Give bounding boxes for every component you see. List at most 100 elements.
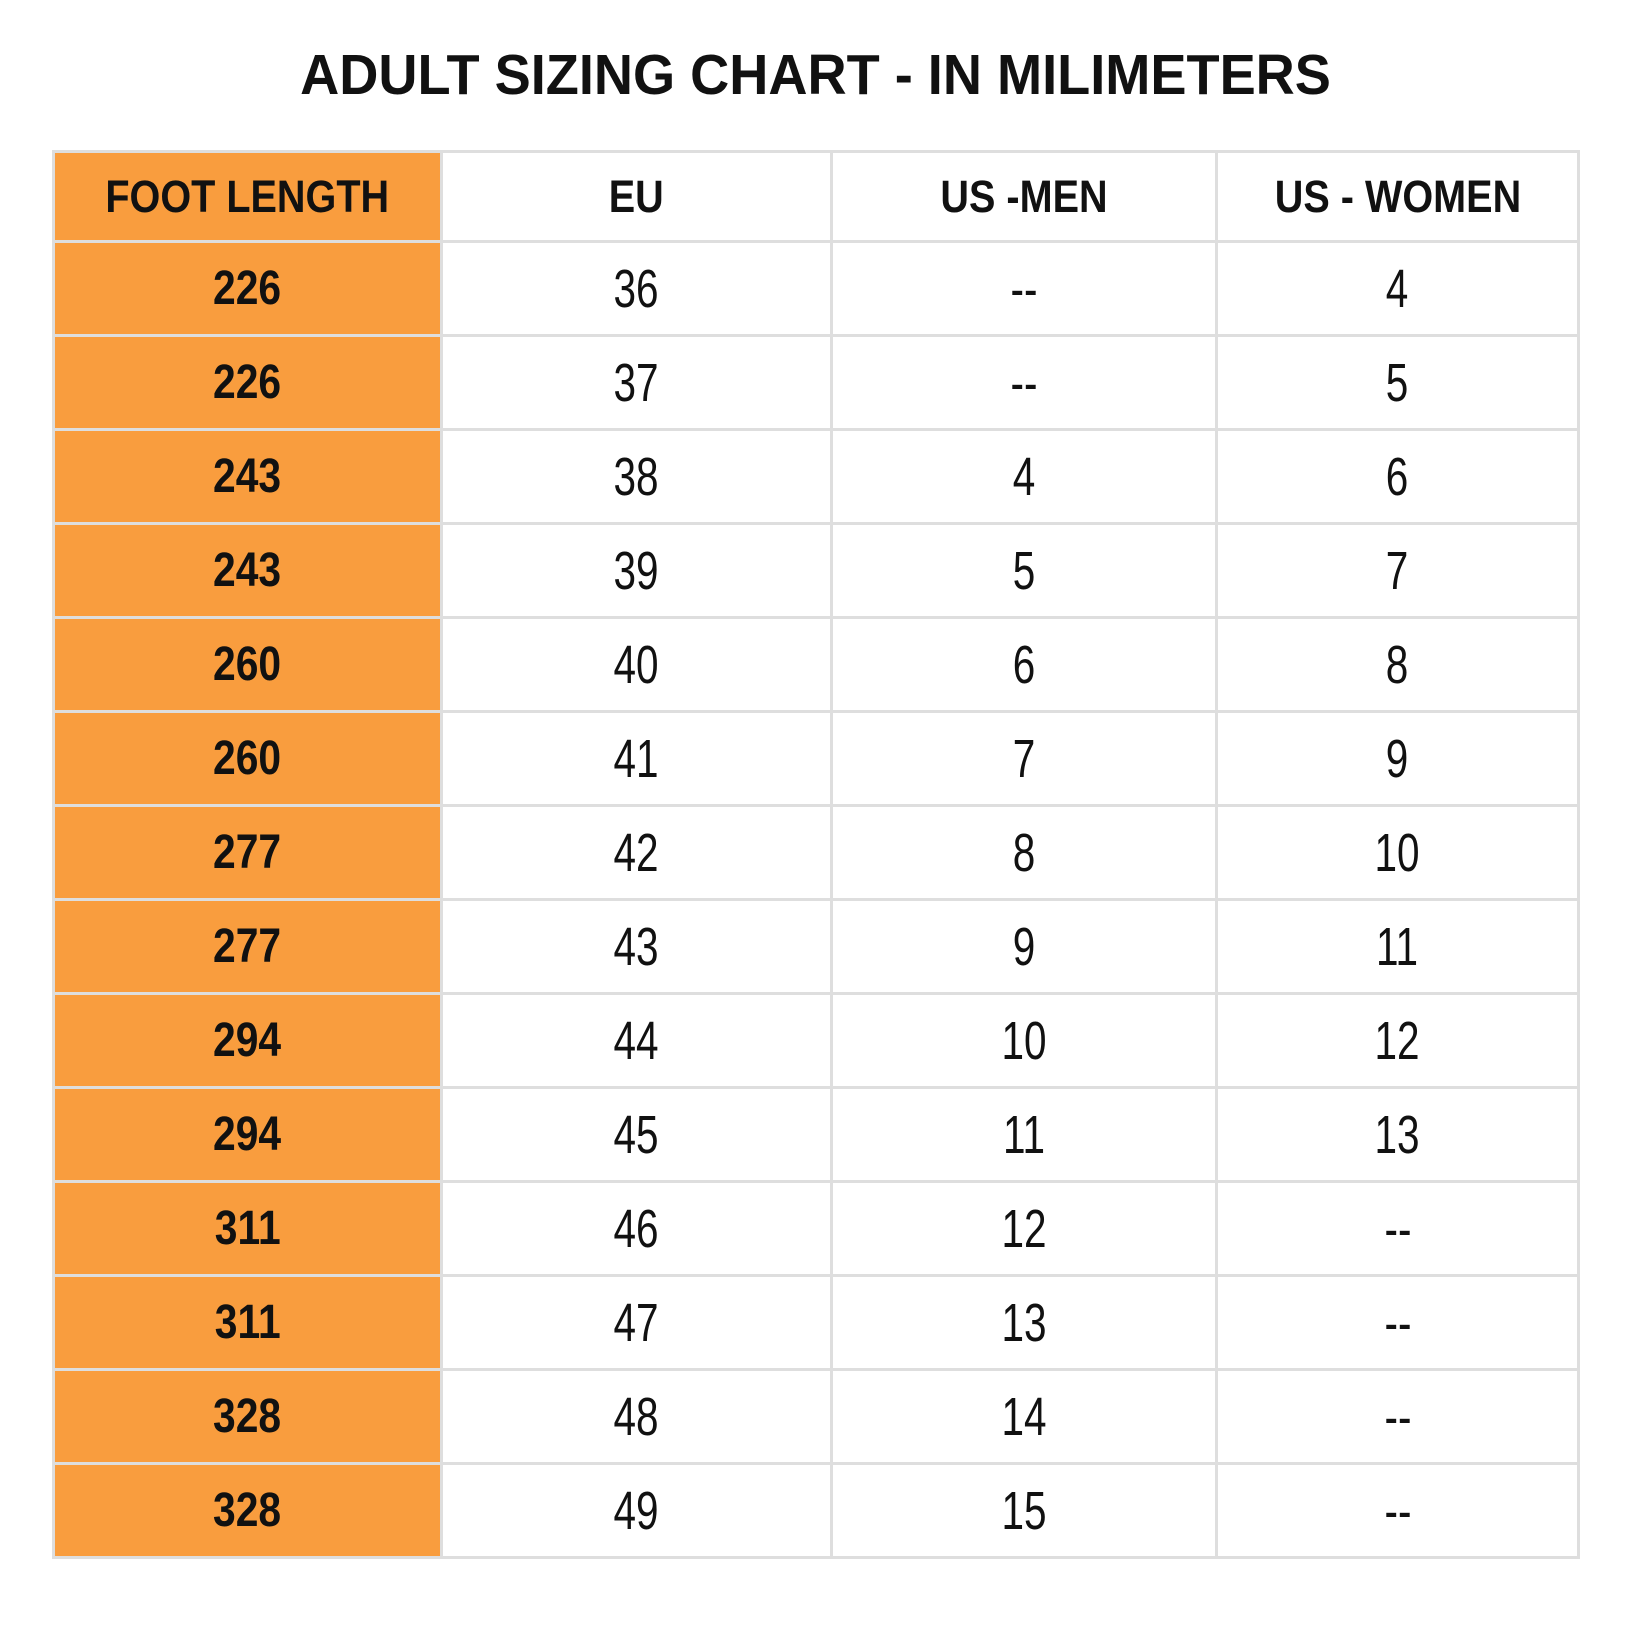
table-row: 277 42 8 10 [52, 804, 1580, 901]
eu-size-cell: 44 [440, 992, 833, 1089]
us-men-size-value: -- [1010, 258, 1038, 319]
eu-size-value: 39 [613, 540, 660, 601]
table-row: 277 43 9 11 [52, 898, 1580, 995]
us-men-size-value: 15 [1001, 1480, 1047, 1541]
us-men-size-value: 4 [1012, 446, 1036, 507]
header-foot-length: FOOT LENGTH [52, 150, 443, 243]
foot-length-value: 277 [213, 920, 282, 973]
table-row: 311 46 12 -- [52, 1180, 1580, 1277]
eu-size-cell: 36 [440, 240, 833, 337]
us-men-size-cell: 5 [830, 522, 1218, 619]
eu-size-value: 40 [613, 634, 660, 695]
header-us-women-label: US - WOMEN [1274, 170, 1521, 222]
foot-length-value: 243 [213, 450, 282, 503]
us-men-size-value: -- [1010, 352, 1038, 413]
foot-length-value: 328 [213, 1484, 282, 1537]
header-row: FOOT LENGTH EU US -MEN US - WOMEN [52, 150, 1580, 243]
foot-length-value: 260 [213, 732, 282, 785]
foot-length-cell: 243 [52, 428, 443, 525]
us-men-size-value: 5 [1012, 540, 1036, 601]
eu-size-cell: 41 [440, 710, 833, 807]
foot-length-cell: 328 [52, 1368, 443, 1465]
header-us-men-label: US -MEN [940, 170, 1108, 222]
foot-length-cell: 311 [52, 1274, 443, 1371]
eu-size-value: 43 [613, 916, 660, 977]
eu-size-cell: 39 [440, 522, 833, 619]
us-men-size-cell: 10 [830, 992, 1218, 1089]
us-men-size-cell: 14 [830, 1368, 1218, 1465]
foot-length-cell: 260 [52, 710, 443, 807]
foot-length-value: 243 [213, 544, 282, 597]
table-row: 243 39 5 7 [52, 522, 1580, 619]
us-men-size-value: 6 [1012, 634, 1036, 695]
us-women-size-value: 9 [1386, 728, 1409, 789]
table-row: 243 38 4 6 [52, 428, 1580, 525]
eu-size-value: 44 [613, 1010, 660, 1071]
us-women-size-value: 7 [1386, 540, 1409, 601]
title-bar: ADULT SIZING CHART - IN MILIMETERS [0, 0, 1632, 150]
page-title: ADULT SIZING CHART - IN MILIMETERS [300, 43, 1332, 107]
us-women-size-cell: -- [1215, 1462, 1580, 1559]
table-row: 226 37 -- 5 [52, 334, 1580, 431]
us-women-size-cell: 9 [1215, 710, 1580, 807]
us-women-size-value: 12 [1374, 1010, 1421, 1071]
us-women-size-cell: 6 [1215, 428, 1580, 525]
foot-length-value: 277 [213, 826, 282, 879]
us-men-size-cell: 9 [830, 898, 1218, 995]
eu-size-cell: 38 [440, 428, 833, 525]
eu-size-cell: 40 [440, 616, 833, 713]
eu-size-cell: 49 [440, 1462, 833, 1559]
foot-length-cell: 294 [52, 992, 443, 1089]
us-women-size-cell: 12 [1215, 992, 1580, 1089]
us-women-size-value: 5 [1386, 352, 1409, 413]
foot-length-value: 328 [213, 1390, 282, 1443]
us-men-size-cell: 12 [830, 1180, 1218, 1277]
us-women-size-cell: -- [1215, 1368, 1580, 1465]
foot-length-cell: 277 [52, 898, 443, 995]
table-row: 260 41 7 9 [52, 710, 1580, 807]
us-men-size-cell: 7 [830, 710, 1218, 807]
eu-size-value: 41 [613, 728, 660, 789]
us-men-size-value: 8 [1012, 822, 1036, 883]
table-row: 294 45 11 13 [52, 1086, 1580, 1183]
table-row: 328 48 14 -- [52, 1368, 1580, 1465]
eu-size-value: 38 [613, 446, 660, 507]
eu-size-value: 48 [613, 1386, 660, 1447]
eu-size-value: 42 [613, 822, 660, 883]
us-women-size-value: 13 [1374, 1104, 1421, 1165]
us-women-size-cell: 7 [1215, 522, 1580, 619]
eu-size-cell: 37 [440, 334, 833, 431]
foot-length-cell: 226 [52, 334, 443, 431]
us-women-size-value: -- [1384, 1198, 1411, 1259]
us-men-size-value: 12 [1001, 1198, 1047, 1259]
us-men-size-cell: -- [830, 334, 1218, 431]
us-men-size-value: 7 [1012, 728, 1036, 789]
table-row: 328 49 15 -- [52, 1462, 1580, 1559]
us-men-size-value: 14 [1001, 1386, 1047, 1447]
us-women-size-value: -- [1384, 1292, 1411, 1353]
us-men-size-cell: 4 [830, 428, 1218, 525]
us-women-size-value: 11 [1376, 916, 1419, 977]
foot-length-cell: 328 [52, 1462, 443, 1559]
us-men-size-value: 11 [1002, 1104, 1046, 1165]
eu-size-value: 45 [613, 1104, 660, 1165]
header-foot-length-label: FOOT LENGTH [105, 170, 390, 222]
foot-length-cell: 260 [52, 616, 443, 713]
us-women-size-value: 8 [1386, 634, 1409, 695]
foot-length-value: 226 [213, 262, 282, 315]
us-men-size-value: 9 [1012, 916, 1036, 977]
eu-size-value: 47 [613, 1292, 660, 1353]
foot-length-value: 294 [213, 1108, 282, 1161]
us-men-size-cell: 11 [830, 1086, 1218, 1183]
us-women-size-value: -- [1384, 1480, 1411, 1541]
eu-size-value: 49 [613, 1480, 660, 1541]
eu-size-cell: 46 [440, 1180, 833, 1277]
foot-length-cell: 243 [52, 522, 443, 619]
table-row: 226 36 -- 4 [52, 240, 1580, 337]
us-women-size-cell: 8 [1215, 616, 1580, 713]
us-men-size-cell: 6 [830, 616, 1218, 713]
table-row: 294 44 10 12 [52, 992, 1580, 1089]
us-women-size-value: 4 [1386, 258, 1409, 319]
foot-length-cell: 311 [52, 1180, 443, 1277]
header-us-women: US - WOMEN [1215, 150, 1580, 243]
